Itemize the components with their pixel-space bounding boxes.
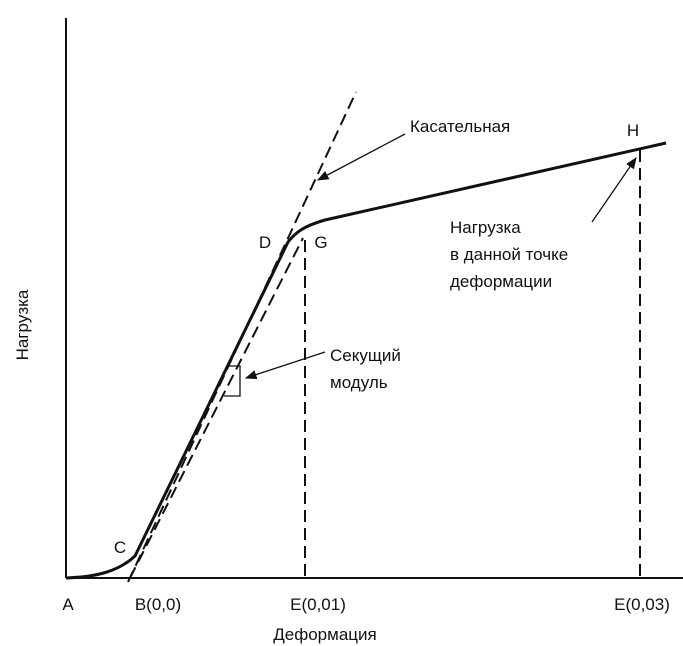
x-tick-label: A bbox=[62, 595, 74, 614]
x-tick-label: E(0,03) bbox=[614, 595, 670, 614]
secant-line bbox=[129, 237, 304, 579]
point-label: C bbox=[114, 538, 126, 557]
point-label: D bbox=[259, 233, 271, 252]
x-axis-label: Деформация bbox=[273, 625, 376, 644]
x-tick-label: E(0,01) bbox=[290, 595, 346, 614]
secant-arrow bbox=[244, 351, 326, 380]
annotation: модуль bbox=[330, 373, 388, 392]
annotation: Секущий bbox=[330, 346, 401, 365]
load-curve bbox=[65, 141, 667, 580]
point-label: G bbox=[314, 233, 327, 252]
annotation: в данной точке bbox=[450, 245, 568, 264]
annotation: Касательная bbox=[410, 117, 510, 136]
x-tick-label: B(0,0) bbox=[135, 595, 181, 614]
annotation: Нагрузка bbox=[450, 218, 521, 237]
secant-marker bbox=[224, 365, 241, 397]
y-axis-label: Нагрузка bbox=[13, 289, 32, 360]
tangent-arrow bbox=[316, 133, 406, 181]
point-label: H bbox=[627, 121, 639, 140]
load-arrow bbox=[591, 157, 637, 223]
annotation: деформации bbox=[450, 272, 552, 291]
